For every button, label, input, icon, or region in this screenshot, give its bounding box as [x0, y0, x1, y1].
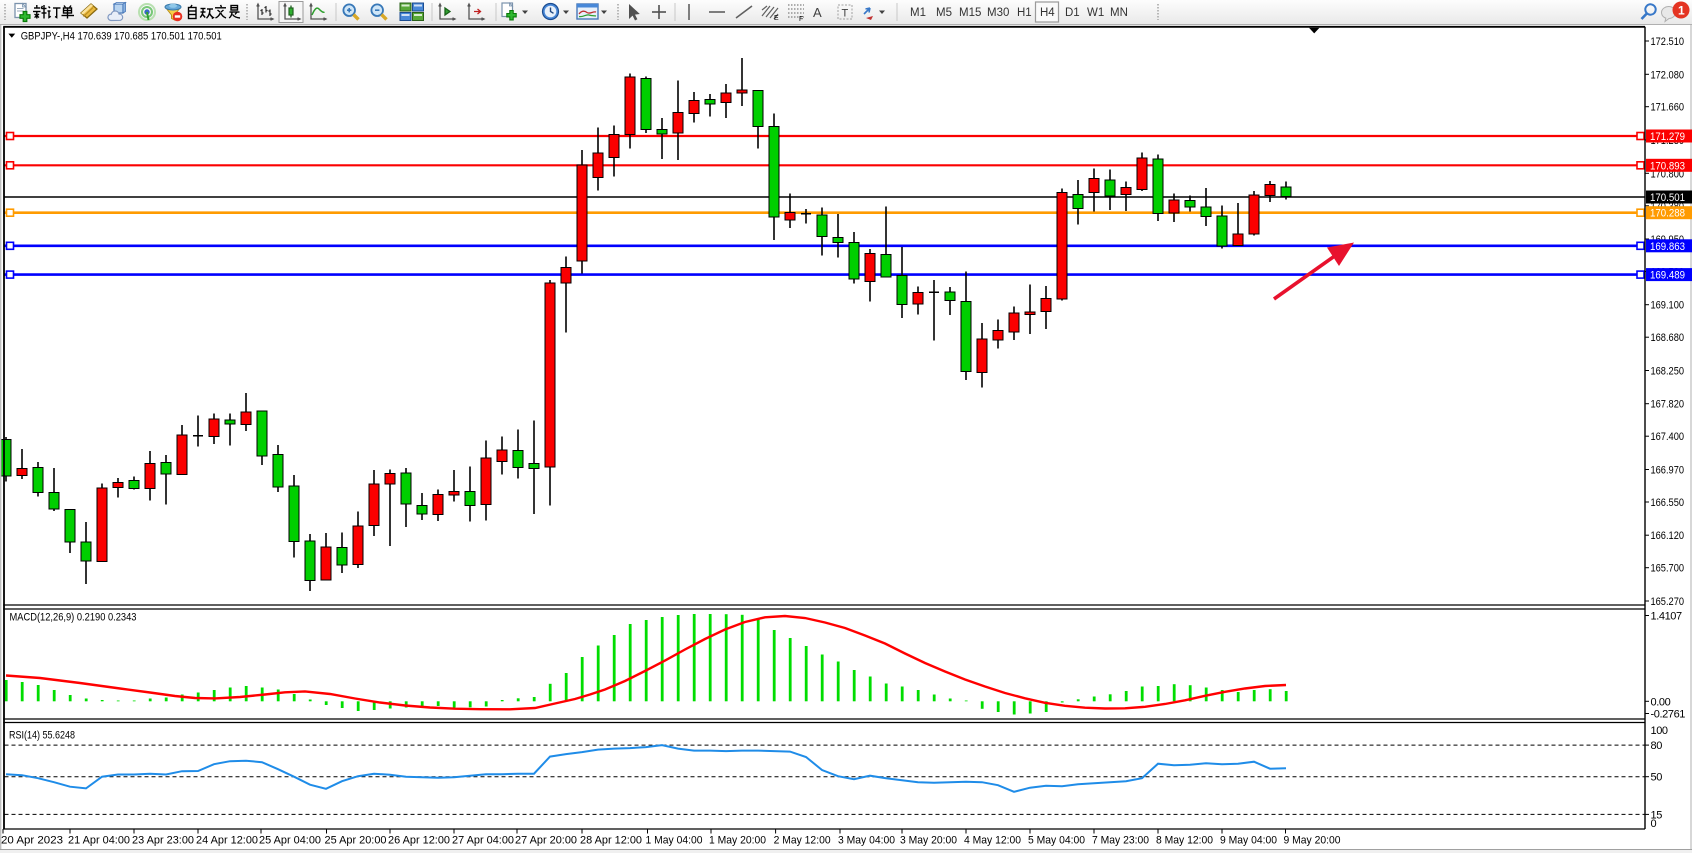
svg-text:165.700: 165.700: [1651, 563, 1685, 575]
svg-text:172.080: 172.080: [1651, 69, 1685, 81]
svg-text:0: 0: [1651, 818, 1657, 830]
svg-text:167.820: 167.820: [1651, 399, 1685, 411]
svg-text:7 May 23:00: 7 May 23:00: [1092, 835, 1149, 847]
svg-text:171.279: 171.279: [1650, 131, 1685, 143]
svg-text:9 May 04:00: 9 May 04:00: [1220, 835, 1277, 847]
svg-text:169.863: 169.863: [1650, 241, 1685, 253]
svg-text:D1: D1: [1065, 7, 1080, 19]
svg-text:23 Apr 23:00: 23 Apr 23:00: [132, 835, 194, 847]
svg-text:20 Apr 2023: 20 Apr 2023: [1, 835, 63, 847]
svg-text:167.400: 167.400: [1651, 431, 1685, 443]
svg-text:170.893: 170.893: [1650, 160, 1685, 172]
svg-text:T: T: [842, 8, 849, 20]
svg-text:2 May 12:00: 2 May 12:00: [774, 835, 831, 847]
svg-text:MN: MN: [1110, 7, 1128, 19]
svg-text:24 Apr 12:00: 24 Apr 12:00: [196, 835, 258, 847]
svg-text:166.120: 166.120: [1651, 530, 1685, 542]
svg-text:M30: M30: [987, 7, 1009, 19]
svg-text:0.00: 0.00: [1651, 696, 1671, 708]
svg-text:25 Apr 04:00: 25 Apr 04:00: [259, 835, 321, 847]
svg-text:M1: M1: [910, 7, 926, 19]
svg-text:1.4107: 1.4107: [1651, 611, 1683, 623]
svg-text:168.250: 168.250: [1651, 366, 1685, 378]
svg-text:25 Apr 20:00: 25 Apr 20:00: [325, 835, 387, 847]
svg-text:GBPJPY-,H4 170.639 170.685 17: GBPJPY-,H4 170.639 170.685 170.501 170.5…: [21, 31, 222, 43]
svg-text:A: A: [813, 5, 822, 20]
svg-text:M5: M5: [936, 7, 952, 19]
svg-text:E: E: [774, 15, 779, 22]
svg-text:H1: H1: [1017, 7, 1032, 19]
svg-text:27 Apr 20:00: 27 Apr 20:00: [515, 835, 577, 847]
svg-text:21 Apr 04:00: 21 Apr 04:00: [68, 835, 130, 847]
svg-text:166.970: 166.970: [1651, 465, 1685, 477]
svg-text:170.501: 170.501: [1650, 192, 1685, 204]
svg-text:9 May 20:00: 9 May 20:00: [1284, 835, 1341, 847]
svg-text:1 May 20:00: 1 May 20:00: [709, 835, 766, 847]
svg-text:15: 15: [1651, 809, 1663, 821]
svg-text:3 May 20:00: 3 May 20:00: [900, 835, 957, 847]
svg-text:100: 100: [1651, 725, 1668, 737]
svg-text:-0.2761: -0.2761: [1651, 709, 1686, 721]
svg-text:172.510: 172.510: [1651, 36, 1685, 48]
svg-text:80: 80: [1651, 740, 1663, 752]
svg-text:RSI(14) 55.6248: RSI(14) 55.6248: [9, 730, 75, 742]
svg-text:28 Apr 12:00: 28 Apr 12:00: [580, 835, 642, 847]
svg-text:50: 50: [1651, 772, 1663, 784]
svg-text:168.680: 168.680: [1651, 332, 1685, 344]
svg-text:27 Apr 04:00: 27 Apr 04:00: [452, 835, 514, 847]
svg-text:3 May 04:00: 3 May 04:00: [838, 835, 895, 847]
svg-text:F: F: [799, 16, 803, 23]
svg-text:170.288: 170.288: [1650, 208, 1685, 220]
svg-text:MACD(12,26,9) 0.2190 0.2343: MACD(12,26,9) 0.2190 0.2343: [10, 611, 137, 623]
svg-text:M15: M15: [959, 7, 981, 19]
svg-text:169.489: 169.489: [1650, 270, 1685, 282]
svg-text:1 May 04:00: 1 May 04:00: [646, 835, 703, 847]
svg-text:4 May 12:00: 4 May 12:00: [964, 835, 1021, 847]
svg-text:1: 1: [1678, 4, 1685, 18]
svg-text:26 Apr 12:00: 26 Apr 12:00: [388, 835, 450, 847]
svg-text:8 May 12:00: 8 May 12:00: [1156, 835, 1213, 847]
svg-text:166.550: 166.550: [1651, 497, 1685, 509]
svg-text:5 May 04:00: 5 May 04:00: [1028, 835, 1085, 847]
svg-text:H4: H4: [1040, 7, 1055, 19]
svg-text:171.660: 171.660: [1651, 102, 1685, 114]
svg-text:165.270: 165.270: [1651, 596, 1685, 608]
svg-text:W1: W1: [1087, 7, 1104, 19]
svg-text:169.100: 169.100: [1651, 300, 1685, 312]
